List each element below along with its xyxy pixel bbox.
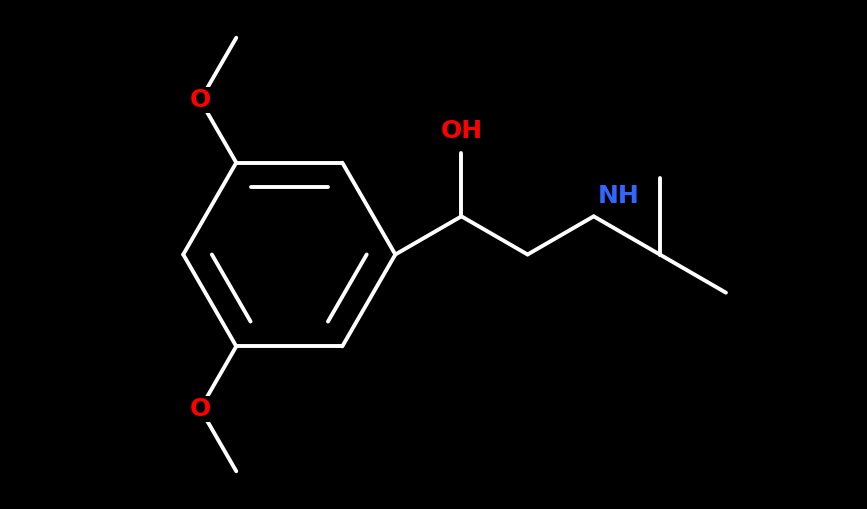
Text: O: O bbox=[190, 397, 211, 421]
Text: OH: OH bbox=[440, 119, 483, 143]
Text: O: O bbox=[190, 88, 211, 112]
Text: NH: NH bbox=[598, 184, 640, 208]
